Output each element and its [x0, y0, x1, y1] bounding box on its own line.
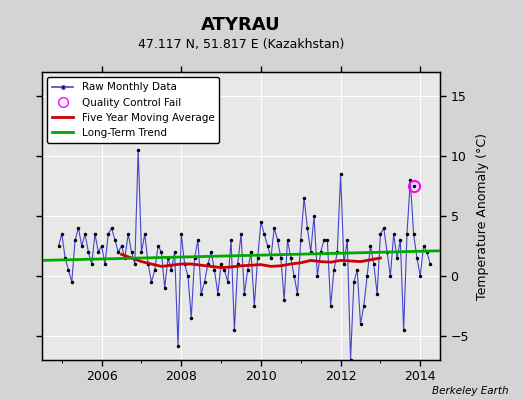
Legend: Raw Monthly Data, Quality Control Fail, Five Year Moving Average, Long-Term Tren: Raw Monthly Data, Quality Control Fail, …	[47, 77, 220, 143]
Text: ATYRAU: ATYRAU	[201, 16, 281, 34]
Text: Berkeley Earth: Berkeley Earth	[432, 386, 508, 396]
Text: 47.117 N, 51.817 E (Kazakhstan): 47.117 N, 51.817 E (Kazakhstan)	[138, 38, 344, 51]
Y-axis label: Temperature Anomaly (°C): Temperature Anomaly (°C)	[476, 132, 489, 300]
